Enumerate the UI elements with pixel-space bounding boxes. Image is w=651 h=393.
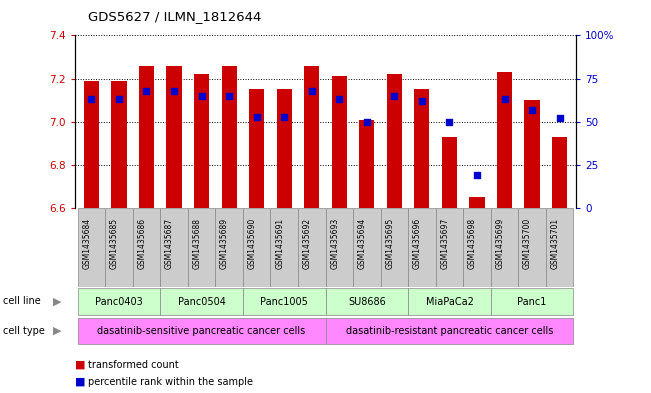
FancyBboxPatch shape	[77, 288, 160, 315]
Text: cell type: cell type	[3, 326, 45, 336]
Point	[555, 115, 565, 121]
FancyBboxPatch shape	[187, 208, 215, 287]
Text: GSM1435696: GSM1435696	[413, 218, 422, 269]
Text: GSM1435688: GSM1435688	[193, 218, 202, 269]
FancyBboxPatch shape	[105, 208, 133, 287]
Bar	[277, 90, 292, 208]
FancyBboxPatch shape	[381, 208, 408, 287]
Text: GSM1435687: GSM1435687	[165, 218, 174, 269]
FancyBboxPatch shape	[77, 208, 105, 287]
Bar	[442, 137, 457, 208]
Text: GSM1435690: GSM1435690	[247, 218, 256, 269]
Point	[527, 107, 537, 113]
Point	[86, 96, 96, 103]
Bar	[525, 100, 540, 208]
Point	[361, 119, 372, 125]
Text: GSM1435686: GSM1435686	[137, 218, 146, 269]
Point	[444, 119, 454, 125]
Text: SU8686: SU8686	[348, 297, 385, 307]
Point	[279, 114, 290, 120]
Text: GSM1435691: GSM1435691	[275, 218, 284, 269]
Text: MiaPaCa2: MiaPaCa2	[426, 297, 473, 307]
Text: GSM1435692: GSM1435692	[303, 218, 312, 269]
FancyBboxPatch shape	[326, 288, 408, 315]
Bar	[552, 137, 567, 208]
Point	[114, 96, 124, 103]
Text: dasatinib-resistant pancreatic cancer cells: dasatinib-resistant pancreatic cancer ce…	[346, 326, 553, 336]
Text: GSM1435698: GSM1435698	[468, 218, 477, 269]
Text: Panc0403: Panc0403	[95, 297, 143, 307]
FancyBboxPatch shape	[436, 208, 464, 287]
Text: GSM1435689: GSM1435689	[220, 218, 229, 269]
FancyBboxPatch shape	[464, 208, 491, 287]
Text: GSM1435699: GSM1435699	[495, 218, 505, 269]
FancyBboxPatch shape	[160, 288, 243, 315]
FancyBboxPatch shape	[408, 288, 491, 315]
Text: Panc0504: Panc0504	[178, 297, 225, 307]
Bar	[332, 77, 347, 208]
Bar	[194, 74, 209, 208]
FancyBboxPatch shape	[77, 318, 326, 344]
Text: transformed count: transformed count	[88, 360, 178, 370]
Text: GSM1435701: GSM1435701	[551, 218, 560, 269]
Bar	[167, 66, 182, 208]
Text: percentile rank within the sample: percentile rank within the sample	[88, 377, 253, 387]
Text: Panc1: Panc1	[518, 297, 547, 307]
FancyBboxPatch shape	[408, 208, 436, 287]
Bar	[414, 90, 430, 208]
Text: Panc1005: Panc1005	[260, 297, 308, 307]
Point	[499, 96, 510, 103]
FancyBboxPatch shape	[160, 208, 187, 287]
Bar	[304, 66, 319, 208]
Text: dasatinib-sensitive pancreatic cancer cells: dasatinib-sensitive pancreatic cancer ce…	[98, 326, 306, 336]
Bar	[497, 72, 512, 208]
Bar	[469, 198, 484, 208]
Bar	[387, 74, 402, 208]
FancyBboxPatch shape	[353, 208, 381, 287]
Point	[417, 98, 427, 104]
FancyBboxPatch shape	[491, 288, 574, 315]
FancyBboxPatch shape	[326, 208, 353, 287]
Point	[307, 88, 317, 94]
FancyBboxPatch shape	[491, 208, 518, 287]
FancyBboxPatch shape	[546, 208, 574, 287]
Text: ■: ■	[75, 377, 89, 387]
FancyBboxPatch shape	[270, 208, 298, 287]
Bar	[139, 66, 154, 208]
FancyBboxPatch shape	[133, 208, 160, 287]
Point	[472, 172, 482, 178]
Text: GSM1435694: GSM1435694	[358, 218, 367, 269]
Text: GSM1435697: GSM1435697	[441, 218, 449, 269]
Text: ▶: ▶	[53, 326, 62, 336]
Text: GDS5627 / ILMN_1812644: GDS5627 / ILMN_1812644	[88, 10, 261, 23]
Point	[389, 93, 400, 99]
Point	[197, 93, 207, 99]
Bar	[359, 120, 374, 208]
Text: ■: ■	[75, 360, 89, 370]
Bar	[84, 81, 99, 208]
Text: GSM1435685: GSM1435685	[110, 218, 119, 269]
Bar	[111, 81, 126, 208]
Text: GSM1435695: GSM1435695	[385, 218, 395, 269]
Point	[251, 114, 262, 120]
FancyBboxPatch shape	[215, 208, 243, 287]
Text: GSM1435700: GSM1435700	[523, 218, 532, 269]
FancyBboxPatch shape	[326, 318, 574, 344]
Text: GSM1435684: GSM1435684	[83, 218, 91, 269]
Text: ▶: ▶	[53, 296, 62, 307]
Point	[169, 88, 179, 94]
Point	[334, 96, 344, 103]
FancyBboxPatch shape	[518, 208, 546, 287]
Text: cell line: cell line	[3, 296, 41, 307]
Bar	[249, 90, 264, 208]
Point	[141, 88, 152, 94]
FancyBboxPatch shape	[243, 288, 326, 315]
Text: GSM1435693: GSM1435693	[330, 218, 339, 269]
Point	[224, 93, 234, 99]
FancyBboxPatch shape	[243, 208, 270, 287]
FancyBboxPatch shape	[298, 208, 326, 287]
Bar	[221, 66, 237, 208]
